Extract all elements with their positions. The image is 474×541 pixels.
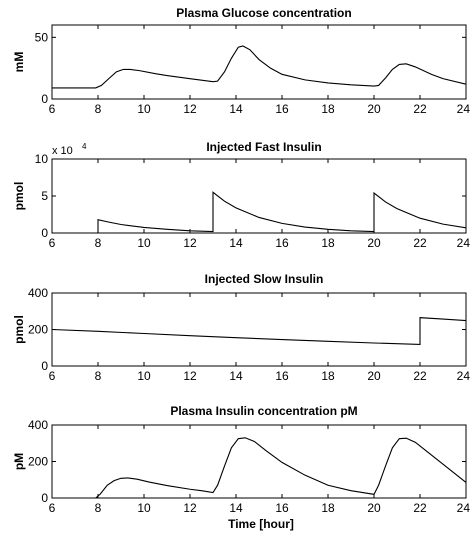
y-tick-label: 0 <box>41 359 48 373</box>
x-tick-label: 14 <box>229 501 243 515</box>
x-tick-label: 18 <box>321 102 335 116</box>
x-tick-label: 6 <box>49 369 56 383</box>
plot-frame <box>51 158 467 234</box>
x-tick-label: 16 <box>275 501 289 515</box>
y-tick-label: 0 <box>41 226 48 240</box>
x-tick-label: 14 <box>229 236 243 250</box>
y-tick-label: 5 <box>41 189 48 203</box>
x-tick-label: 14 <box>229 102 243 116</box>
x-tick-label: 12 <box>183 501 197 515</box>
x-tick-label: 22 <box>413 236 427 250</box>
chart-title: Plasma Insulin concentration pM <box>170 404 357 418</box>
x-tick-label: 24 <box>457 102 471 116</box>
x-tick-label: 10 <box>137 369 151 383</box>
y-tick-label: 10 <box>35 152 49 166</box>
x-tick-label: 24 <box>457 501 471 515</box>
y-tick-label: 400 <box>28 418 48 432</box>
x-tick-label: 6 <box>49 236 56 250</box>
plot-frame <box>51 24 467 100</box>
y-tick-label: 50 <box>35 30 49 44</box>
chart-panel-1: Plasma Glucose concentration mM 6 8 10 12 14 16… <box>12 6 470 116</box>
chart-panel-4: Plasma Insulin concentration pM pM 6 8 10 12 1… <box>12 404 470 531</box>
series-line-1 <box>52 45 467 89</box>
x-tick-label: 16 <box>275 369 289 383</box>
chart-panel-3: Injected Slow Insulin pmol 6 8 10 12 14 16 18 20 2… <box>12 272 470 383</box>
x-tick-label: 10 <box>137 102 151 116</box>
x-tick-label: 8 <box>95 501 102 515</box>
x-tick-label: 12 <box>183 369 197 383</box>
plot-frame <box>51 424 467 499</box>
y-axis-label: pM <box>12 453 26 470</box>
chart-title: Injected Slow Insulin <box>205 272 324 286</box>
x-tick-label: 6 <box>49 501 56 515</box>
chart-title: Injected Fast Insulin <box>206 140 321 154</box>
x-tick-label: 20 <box>367 369 381 383</box>
y-tick-label: 200 <box>28 323 48 337</box>
y-exponent-power: 4 <box>82 142 87 151</box>
y-axis-label: pmol <box>12 315 26 344</box>
y-exponent-label: x 10 <box>52 145 73 157</box>
x-axis-label: Time [hour] <box>228 517 294 531</box>
x-tick-label: 18 <box>321 369 335 383</box>
x-tick-label: 6 <box>49 102 56 116</box>
x-tick-label: 16 <box>275 236 289 250</box>
y-axis-label: pmol <box>12 182 26 211</box>
series-line-1 <box>52 191 467 234</box>
x-tick-label: 18 <box>321 501 335 515</box>
x-tick-label: 20 <box>367 102 381 116</box>
x-tick-label: 20 <box>367 501 381 515</box>
chart-panel-2: Injected Fast Insulin pmol 6 8 10 12 14 16 18 20 2… <box>12 140 470 250</box>
x-tick-label: 22 <box>413 501 427 515</box>
x-tick-label: 12 <box>183 236 197 250</box>
series-line-1 <box>52 437 467 499</box>
y-tick-label: 0 <box>41 491 48 505</box>
x-tick-label: 16 <box>275 102 289 116</box>
x-tick-label: 8 <box>95 369 102 383</box>
x-tick-label: 8 <box>95 236 102 250</box>
x-tick-label: 20 <box>367 236 381 250</box>
x-tick-label: 22 <box>413 102 427 116</box>
x-tick-label: 18 <box>321 236 335 250</box>
x-tick-label: 12 <box>183 102 197 116</box>
plot-frame <box>51 292 467 367</box>
chart-title: Plasma Glucose concentration <box>176 6 351 20</box>
y-tick-label: 200 <box>28 455 48 469</box>
y-tick-label: 400 <box>28 286 48 300</box>
y-axis-label: mM <box>12 52 26 73</box>
x-tick-label: 8 <box>95 102 102 116</box>
x-tick-label: 24 <box>457 369 471 383</box>
x-tick-label: 14 <box>229 369 243 383</box>
x-tick-label: 22 <box>413 369 427 383</box>
x-tick-label: 10 <box>137 236 151 250</box>
y-tick-label: 0 <box>41 92 48 106</box>
series-line-1 <box>51 317 467 346</box>
x-tick-label: 10 <box>137 501 151 515</box>
x-tick-label: 24 <box>457 236 471 250</box>
